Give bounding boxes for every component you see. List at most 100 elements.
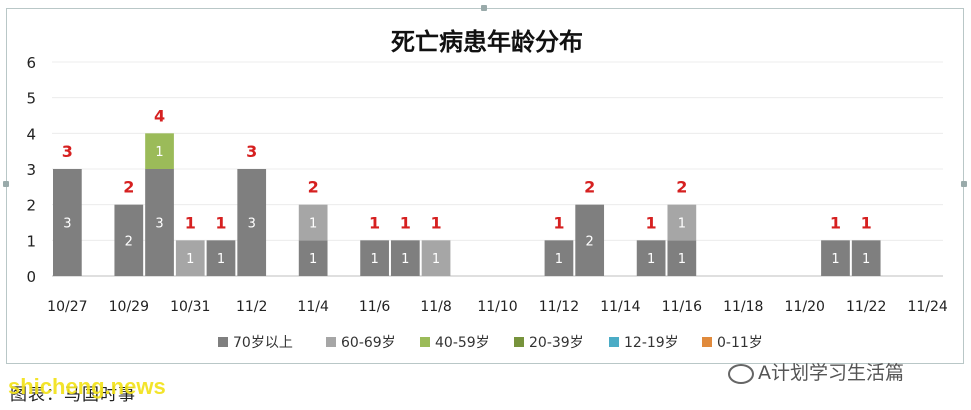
caption: 图表：马国时事: [10, 385, 136, 405]
segment-label: 1: [155, 145, 163, 160]
bar-segment: [298, 204, 328, 241]
brand-label: A计划学习生活篇: [728, 358, 904, 385]
total-label: 1: [830, 213, 841, 232]
bar-segment: [667, 240, 697, 276]
segment-label: 3: [248, 217, 256, 232]
x-tick-label: 10/27: [47, 299, 87, 315]
total-label: 3: [246, 142, 257, 161]
legend-swatch: [218, 337, 228, 347]
total-label: 3: [62, 142, 73, 161]
segment-label: 3: [63, 217, 71, 232]
legend-item: 60-69岁: [326, 335, 396, 351]
segment-label: 1: [370, 252, 378, 267]
legend-label: 20-39岁: [529, 335, 584, 351]
bar-segment: [575, 204, 605, 276]
legend-swatch: [702, 337, 712, 347]
total-label: 1: [430, 213, 441, 232]
segment-label: 3: [155, 217, 163, 232]
chart-title: 死亡病患年龄分布: [391, 28, 583, 56]
segment-label: 1: [309, 217, 317, 232]
total-label: 1: [400, 213, 411, 232]
x-tick-label: 11/2: [236, 299, 267, 315]
total-label: 1: [369, 213, 380, 232]
x-tick-label: 11/12: [539, 299, 579, 315]
resize-handle-right[interactable]: [961, 181, 967, 187]
y-tick-label: 3: [26, 161, 36, 179]
y-tick-label: 5: [26, 90, 36, 108]
x-tick-label: 11/24: [907, 299, 947, 315]
legend-item: 40-59岁: [420, 335, 490, 351]
bar-segment: [390, 240, 420, 276]
segment-label: 1: [678, 252, 686, 267]
legend-swatch: [326, 337, 336, 347]
total-label: 4: [154, 106, 165, 125]
y-tick-label: 4: [26, 125, 36, 143]
bar-segment: [360, 240, 389, 276]
y-axis-ticks: 0 1 2 3 4 5 6: [26, 54, 36, 286]
bar-segment: [667, 204, 697, 241]
legend-label: 0-11岁: [717, 335, 763, 351]
y-tick-label: 1: [26, 232, 36, 250]
segment-label: 1: [217, 252, 225, 267]
bar-segment: [298, 240, 328, 276]
watermark: shicheng.news: [8, 374, 166, 399]
x-tick-label: 10/29: [109, 299, 149, 315]
x-tick-label: 11/22: [846, 299, 886, 315]
total-label: 1: [861, 213, 872, 232]
wechat-icon: [728, 363, 754, 384]
bar-segment: [175, 240, 205, 276]
total-label: 1: [646, 213, 657, 232]
x-tick-label: 11/16: [662, 299, 702, 315]
y-tick-label: 2: [26, 197, 36, 215]
legend-label: 70岁以上: [233, 335, 293, 351]
legend-item: 70岁以上: [218, 335, 293, 351]
legend-label: 12-19岁: [624, 335, 679, 351]
total-label: 1: [553, 213, 564, 232]
legend-item: 12-19岁: [609, 335, 679, 351]
segment-label: 1: [862, 252, 870, 267]
bar-segment: [206, 240, 236, 276]
bar-segment: [421, 240, 451, 276]
total-label: 2: [123, 178, 134, 197]
segment-label: 1: [678, 217, 686, 232]
segment-label: 1: [647, 252, 655, 267]
total-label: 1: [215, 213, 226, 232]
y-tick-label: 0: [26, 268, 36, 286]
total-label: 2: [308, 178, 319, 197]
bar-segment: [114, 204, 144, 276]
legend-item: 20-39岁: [514, 335, 584, 351]
total-label: 2: [676, 178, 687, 197]
bar-segment: [237, 169, 267, 276]
total-label: 1: [185, 213, 196, 232]
legend-item: 0-11岁: [702, 335, 763, 351]
legend-label: 40-59岁: [435, 335, 490, 351]
bar-segment: [145, 169, 174, 276]
x-tick-label: 11/20: [785, 299, 825, 315]
total-label: 2: [584, 178, 595, 197]
x-tick-label: 11/6: [359, 299, 391, 315]
bar-segment: [145, 133, 174, 169]
x-tick-label: 11/14: [600, 299, 640, 315]
segment-label: 2: [125, 234, 133, 249]
x-tick-label: 11/4: [297, 299, 329, 315]
legend: 70岁以上 60-69岁 40-59岁 20-39岁 12-19岁 0-11岁: [218, 335, 763, 351]
legend-swatch: [609, 337, 619, 347]
bar-segment: [53, 169, 82, 276]
x-tick-label: 11/18: [723, 299, 763, 315]
y-tick-label: 6: [26, 54, 36, 72]
segment-label: 1: [555, 252, 563, 267]
bar-segment: [851, 240, 881, 276]
x-tick-label: 11/10: [477, 299, 517, 315]
x-axis-ticks: 10/27 10/29 10/31 11/2 11/4 11/6 11/8 11/10 11/1…: [47, 299, 948, 315]
resize-handle-left[interactable]: [3, 181, 9, 187]
segment-label: 1: [309, 252, 317, 267]
resize-handle-top[interactable]: [481, 5, 487, 11]
segment-label: 1: [186, 252, 194, 267]
legend-swatch: [420, 337, 430, 347]
bar-segment: [544, 240, 574, 276]
x-tick-label: 11/8: [420, 299, 451, 315]
legend-swatch: [514, 337, 524, 347]
segment-label: 2: [586, 234, 594, 249]
x-tick-label: 10/31: [170, 299, 210, 315]
